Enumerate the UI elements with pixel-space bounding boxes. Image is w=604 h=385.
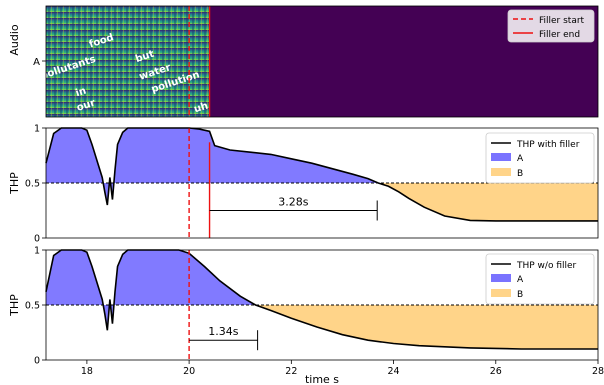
x-tick-label: 26 <box>490 366 502 377</box>
legend-thp-without-filler: THP w/o filler <box>516 261 577 271</box>
x-tick-label: 22 <box>285 366 297 377</box>
delay-annotation-with-filler: 3.28s <box>210 196 378 221</box>
thp-with-filler-panel: THP 00.51 3.28s THP with filler A B <box>8 124 598 245</box>
legend-thp-with-filler: THP with filler <box>516 140 580 150</box>
x-axis-ticks: 18 20 22 24 26 28 <box>81 360 604 377</box>
legend-b-top: B <box>517 169 523 179</box>
x-tick-label: 24 <box>388 366 400 377</box>
legend-a-top: A <box>517 154 524 164</box>
thp-ylabel-bottom: THP <box>8 294 21 317</box>
thp-top-yticks: 00.51 <box>25 124 46 245</box>
region-b-area <box>256 305 598 349</box>
region-a-area <box>46 250 256 330</box>
thp-bottom-yticks: 00.51 <box>25 246 46 367</box>
x-tick-label: 28 <box>592 366 604 377</box>
legend-a-bottom: A <box>517 275 524 285</box>
x-tick-label: 18 <box>81 366 93 377</box>
thp-top-legend: THP with filler A B <box>486 133 594 183</box>
x-tick-label: 20 <box>183 366 195 377</box>
legend-filler-end: Filler end <box>539 30 580 40</box>
y-tick-label: 1 <box>34 124 40 135</box>
y-tick-label: 0.5 <box>25 301 40 312</box>
spectrogram-legend: Filler start Filler end <box>508 10 594 42</box>
thp-without-filler-panel: THP 00.51 1.34s 18 20 22 24 26 28 THP w/o fil… <box>8 246 604 378</box>
annotation-label: 1.34s <box>208 325 238 338</box>
audio-ylabel: Audio <box>8 24 21 56</box>
thp-bottom-legend: THP w/o filler A B <box>486 254 594 304</box>
y-tick-label: 0 <box>34 356 40 367</box>
y-tick-label: 0.5 <box>25 179 40 190</box>
region-b-area <box>378 183 598 221</box>
legend-filler-start: Filler start <box>539 16 585 26</box>
y-tick-label: 1 <box>34 246 40 257</box>
annotation-label: 3.28s <box>278 196 308 209</box>
thp-ylabel-top: THP <box>8 172 21 195</box>
audio-ytick: A <box>33 57 40 68</box>
y-tick-label: 0 <box>34 234 40 245</box>
spectrogram-panel: Audio A pollutantsfoodinourbutwaterpollu… <box>8 6 598 117</box>
legend-b-bottom: B <box>517 290 523 300</box>
delay-annotation-without-filler: 1.34s <box>189 325 257 350</box>
x-axis-label: time s <box>305 373 339 385</box>
